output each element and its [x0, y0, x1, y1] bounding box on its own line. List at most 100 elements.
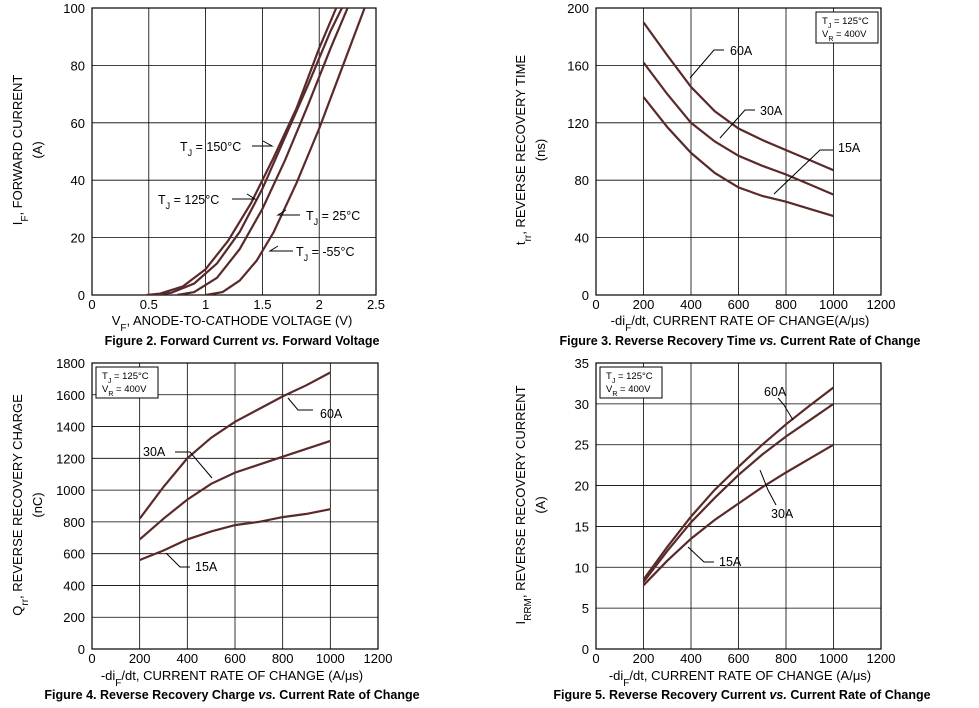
x-tick-label: 1200 — [867, 651, 896, 666]
x-tick-label: 200 — [129, 651, 151, 666]
y-axis-label: Qrr, REVERSE RECOVERY CHARGE — [10, 394, 31, 616]
y-tick-label: 40 — [575, 231, 589, 246]
condition-tj: TJ = 125°C — [822, 16, 869, 30]
y-tick-label: 200 — [63, 610, 85, 625]
series-label: TJ = 25°C — [306, 209, 360, 227]
chart-1: 0 0.5 1 1.5 2 2.5 0 20 40 60 80 100 IF, FORWARD CURR… — [10, 1, 385, 348]
y-tick-label: 5 — [582, 601, 589, 616]
chart-3: 0 200 400 600 800 1000 1200 0 200 400 600 800 1000 12… — [10, 356, 420, 702]
y-tick-label: 10 — [575, 560, 589, 575]
x-tick-label: 400 — [680, 651, 702, 666]
y-tick-label: 15 — [575, 519, 589, 534]
x-tick-label: 400 — [176, 651, 198, 666]
series-line-15a — [642, 443, 835, 587]
y-axis-label: trr, REVERSE RECOVERY TIME — [513, 55, 534, 246]
y-tick-label: 80 — [575, 173, 589, 188]
y-tick-label: 120 — [567, 116, 589, 131]
y-tick-label: 0 — [582, 288, 589, 303]
x-tick-label: 800 — [775, 297, 797, 312]
series-label: TJ = -55°C — [296, 245, 354, 263]
label-pointer — [287, 397, 313, 411]
condition-vr: VR = 400V — [822, 29, 867, 43]
x-tick-label: 0 — [592, 651, 599, 666]
y-tick-label: 0 — [582, 642, 589, 657]
y-tick-label: 20 — [575, 479, 589, 494]
conditions-box — [95, 366, 159, 399]
series-label: TJ = 150°C — [180, 140, 241, 158]
x-axis-label: -diF/dt, CURRENT RATE OF CHANGE(A/μs) — [611, 313, 870, 334]
series-label: 60A — [730, 44, 753, 58]
x-axis-label: -diF/dt, CURRENT RATE OF CHANGE (A/μs) — [101, 668, 363, 689]
y-tick-label: 0 — [78, 288, 85, 303]
y-axis-unit: (A) — [533, 496, 548, 513]
y-tick-label: 25 — [575, 438, 589, 453]
plot-frame — [595, 362, 882, 650]
conditions-box — [815, 11, 879, 44]
label-pointer — [689, 49, 724, 79]
series-line-15a — [139, 508, 331, 562]
figure-caption: Figure 5. Reverse Recovery Current vs. C… — [553, 688, 930, 702]
figure-caption: Figure 3. Reverse Recovery Time vs. Curr… — [559, 334, 920, 348]
x-axis-label: -diF/dt, CURRENT RATE OF CHANGE (A/μs) — [609, 668, 871, 689]
y-tick-label: 1600 — [56, 388, 85, 403]
condition-tj: TJ = 125°C — [102, 371, 149, 385]
series-label: 60A — [320, 407, 343, 421]
plot-frame — [91, 7, 377, 296]
x-tick-label: 0.5 — [140, 297, 158, 312]
x-axis-label: VF, ANODE-TO-CATHODE VOLTAGE (V) — [112, 313, 353, 334]
y-tick-label: 80 — [71, 58, 85, 73]
series-label: 15A — [195, 560, 218, 574]
plot-frame — [595, 7, 882, 296]
y-tick-label: 1000 — [56, 483, 85, 498]
y-tick-label: 1200 — [56, 451, 85, 466]
label-pointer — [175, 451, 213, 479]
y-axis-unit: (A) — [30, 141, 45, 158]
x-tick-label: 0 — [88, 297, 95, 312]
series-label: 30A — [760, 104, 783, 118]
y-tick-label: 160 — [567, 58, 589, 73]
y-axis-label: IF, FORWARD CURRENT — [10, 75, 31, 226]
x-tick-label: 1 — [202, 297, 209, 312]
y-tick-label: 800 — [63, 515, 85, 530]
label-pointer — [759, 469, 777, 506]
series-line-tj-150-c — [146, 8, 338, 295]
series-label: 60A — [764, 385, 787, 399]
figure-caption: Figure 2. Forward Current vs. Forward Vo… — [105, 334, 380, 348]
series-label: TJ = 125°C — [158, 193, 219, 211]
x-tick-label: 0 — [88, 651, 95, 666]
x-tick-label: 800 — [775, 651, 797, 666]
chart-4: 0 200 400 600 800 1000 1200 0 5 10 15 20 25 30 35 60A 30… — [513, 356, 931, 702]
x-tick-label: 1000 — [819, 651, 848, 666]
y-tick-label: 60 — [71, 116, 85, 131]
label-pointer — [777, 397, 794, 421]
series-line-15a — [642, 96, 834, 218]
condition-vr: VR = 400V — [606, 384, 651, 398]
label-pointer — [165, 552, 190, 568]
x-tick-label: 0 — [592, 297, 599, 312]
x-tick-label: 600 — [728, 297, 750, 312]
x-tick-label: 1.5 — [253, 297, 271, 312]
series-line-tj-125-c — [154, 8, 343, 295]
x-tick-label: 200 — [633, 651, 655, 666]
y-tick-label: 400 — [63, 578, 85, 593]
x-tick-label: 1200 — [364, 651, 393, 666]
series-line-tj-25-c — [177, 8, 349, 295]
label-pointer — [232, 193, 257, 200]
series-label: 30A — [143, 445, 166, 459]
label-pointer — [268, 245, 293, 252]
x-tick-label: 200 — [633, 297, 655, 312]
series-line-60a — [642, 386, 835, 581]
x-tick-label: 2 — [316, 297, 323, 312]
condition-tj: TJ = 125°C — [606, 371, 653, 385]
label-pointer — [276, 209, 300, 216]
x-tick-label: 600 — [224, 651, 246, 666]
series-line-30a — [642, 402, 835, 583]
x-tick-label: 1000 — [819, 297, 848, 312]
y-tick-label: 1800 — [56, 356, 85, 371]
label-pointer — [252, 140, 274, 147]
y-tick-label: 0 — [78, 642, 85, 657]
chart-2: 0 200 400 600 800 1000 1200 0 40 80 120 160 200 60A 30… — [513, 1, 921, 348]
y-axis-unit: (nC) — [30, 492, 45, 517]
y-tick-label: 30 — [575, 397, 589, 412]
